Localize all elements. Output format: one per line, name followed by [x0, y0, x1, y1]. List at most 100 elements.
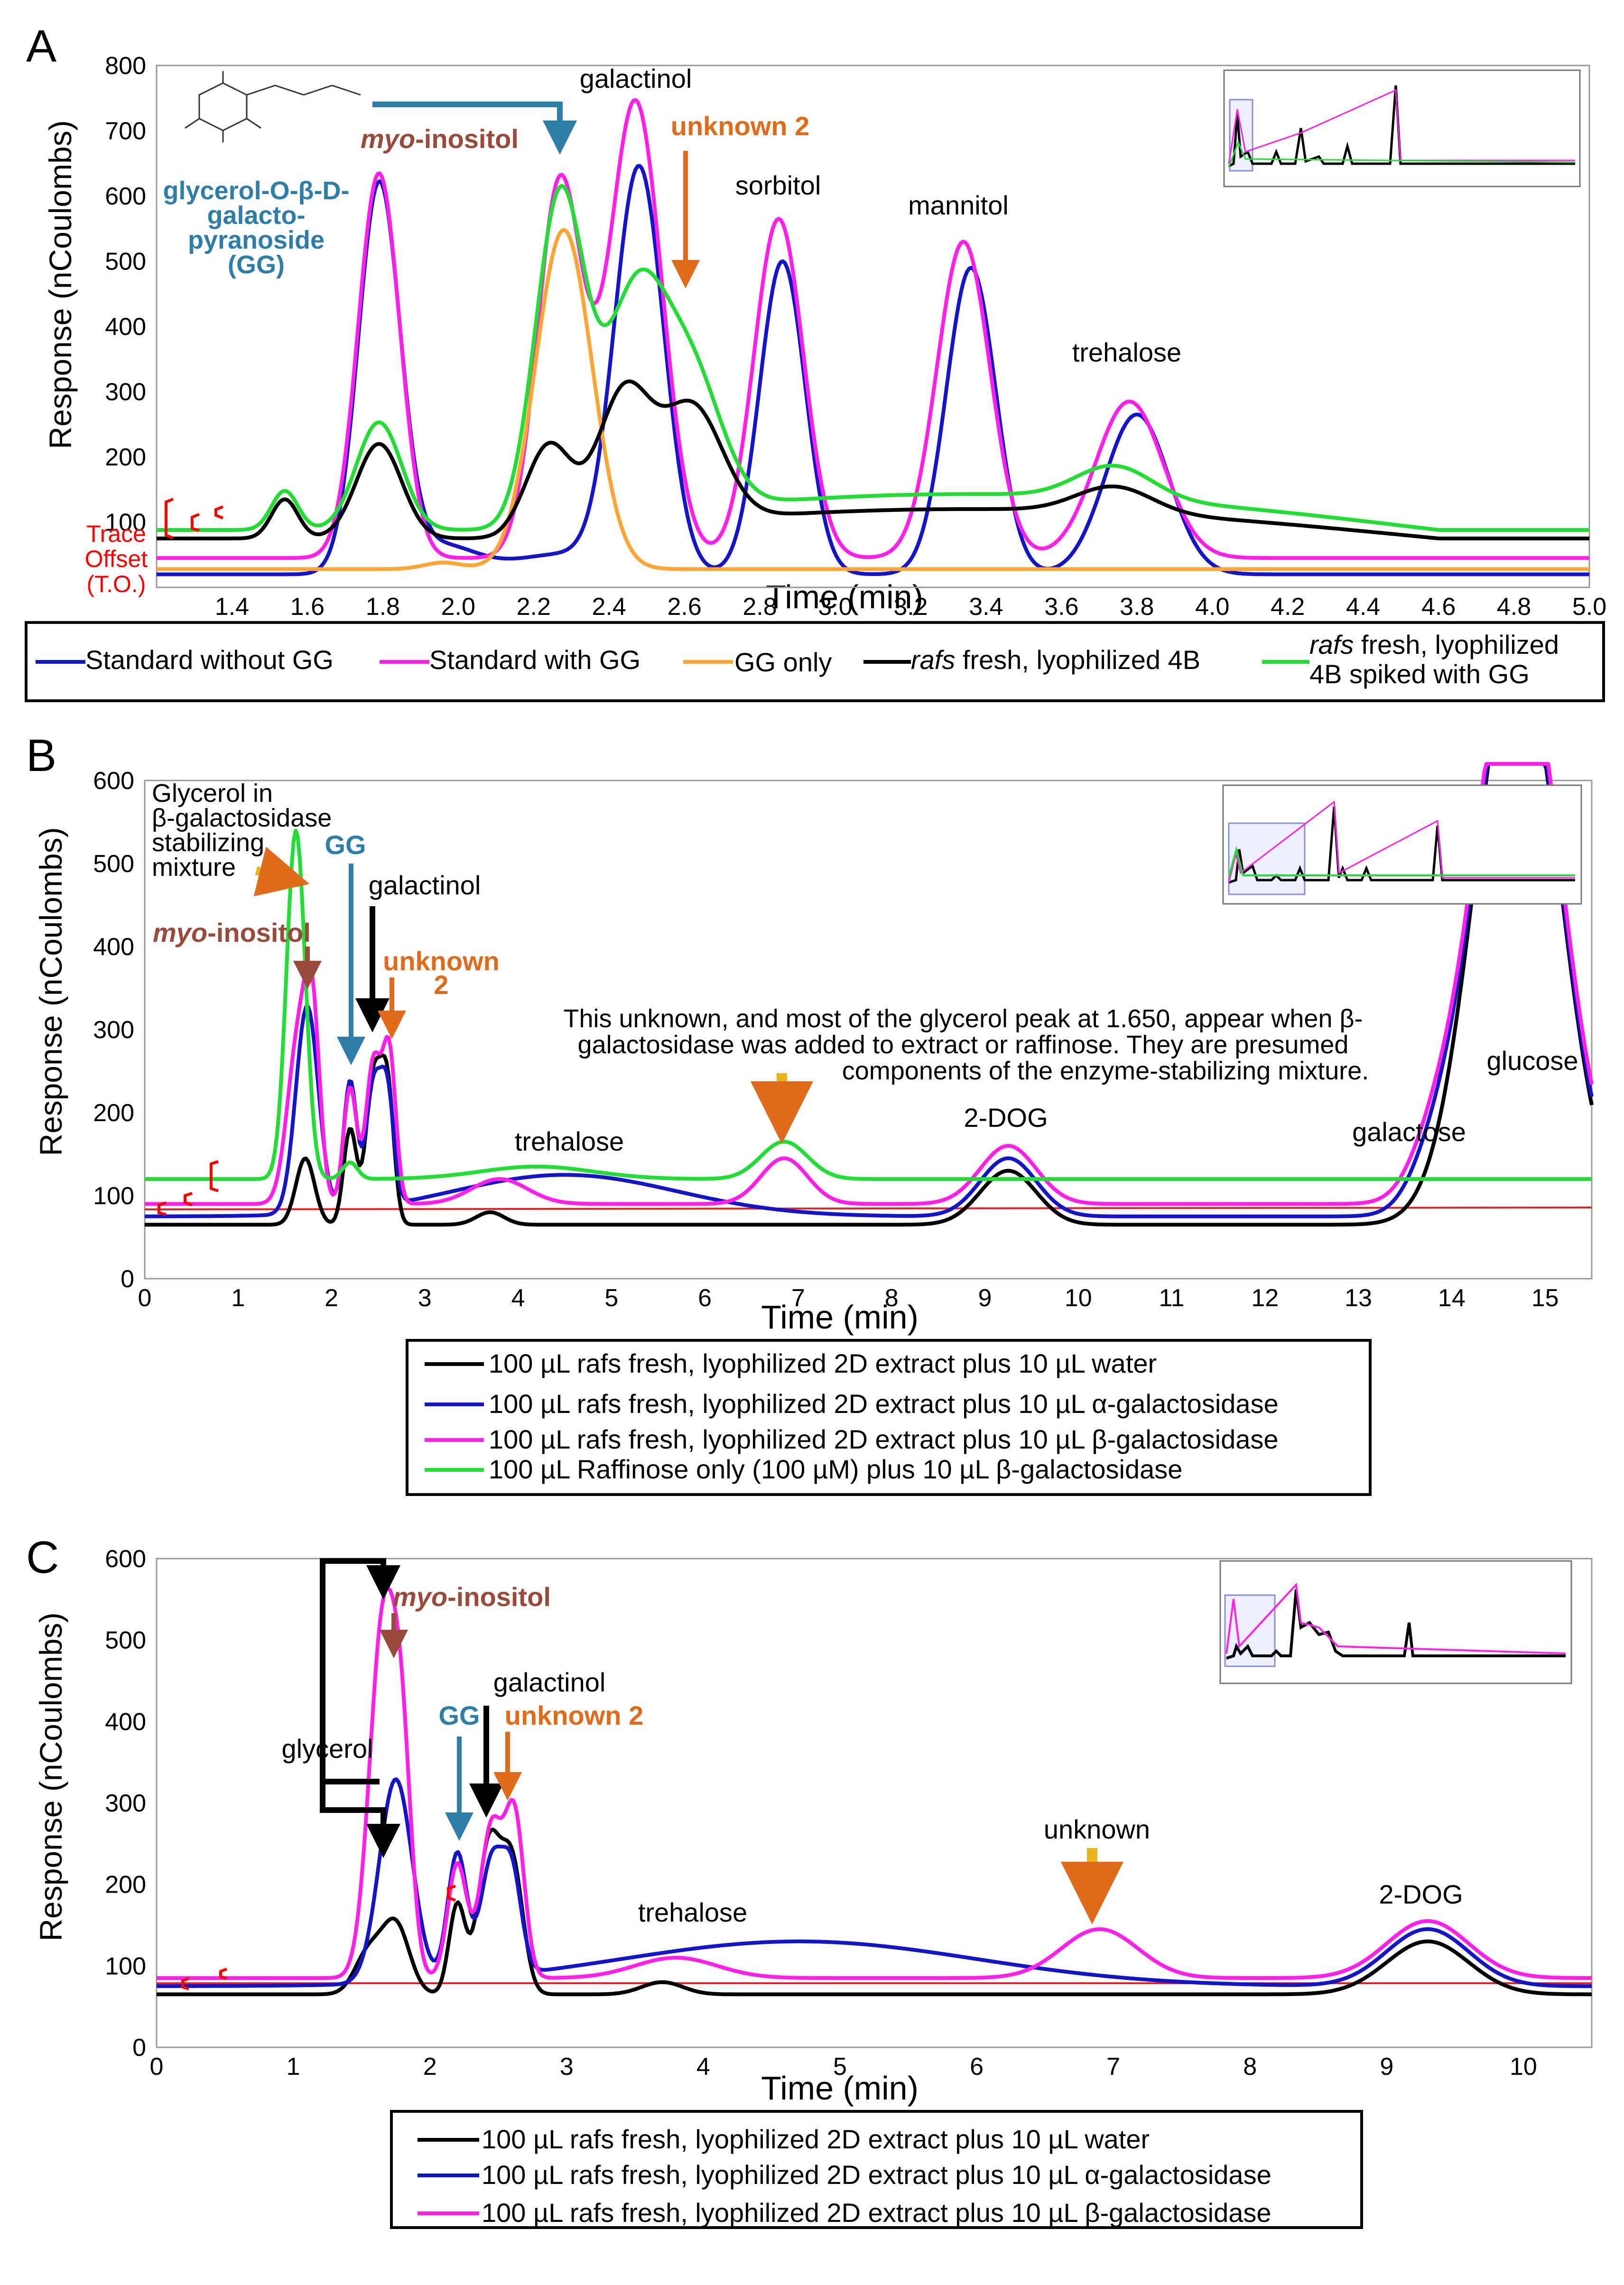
legend-std-no-gg: Standard without GG: [85, 645, 334, 675]
panel-a-offset-brackets: [165, 498, 224, 539]
panel-c-galactinol-label: galactinol: [493, 1667, 606, 1697]
panel-c-legend-alpha: 100 µL rafs fresh, lyophilized 2D extrac…: [482, 2160, 1271, 2190]
series-c-blue: [157, 1777, 1592, 1988]
panel-c-plot-frame: [156, 1558, 1593, 2048]
panel-b-2dog-label: 2-DOG: [964, 1103, 1048, 1133]
panel-b-galactinol-label: galactinol: [369, 870, 481, 900]
y-tick-c-0: 0: [132, 2034, 146, 2062]
gg-label-line-4: (GG): [228, 251, 285, 279]
x-tick-b-6: 6: [698, 1284, 712, 1312]
panel-c-2dog-label: 2-DOG: [1379, 1879, 1463, 1909]
series-b-green: [145, 828, 1592, 1181]
panel-b-ylabel: Response (nCoulombs): [33, 827, 68, 1156]
gg-label-line-1: glycerol-O-β-D-: [163, 176, 350, 205]
series-c-black: [157, 1828, 1592, 1997]
y-tick-c-3: 300: [105, 1790, 146, 1817]
panel-b-letter: B: [26, 730, 56, 781]
panel-a-ylabel: Response (nCoulombs): [43, 120, 78, 449]
glycerol-note-line-1: Glycerol in: [152, 779, 273, 808]
panel-b-legend-beta: 100 µL rafs fresh, lyophilized 2D extrac…: [489, 1424, 1279, 1454]
x-tick-b-5: 5: [604, 1284, 618, 1312]
y-tick-a-0: 100: [105, 509, 146, 537]
panel-a-galactinol-label: galactinol: [580, 64, 692, 93]
x-tick-c-2: 2: [423, 2053, 437, 2081]
panel-c-xlabel: Time (min): [761, 2070, 919, 2107]
x-tick-c-8: 8: [1243, 2053, 1257, 2081]
gg-label: glycerol-O-β-D- galacto- pyranoside (GG): [163, 176, 350, 279]
x-tick-b-3: 3: [418, 1284, 432, 1312]
y-tick-c-1: 100: [105, 1952, 146, 1980]
x-tick-c-0: 0: [150, 2053, 164, 2081]
legend-spiked-line-2: 4B spiked with GG: [1309, 659, 1530, 689]
x-tick-c-5: 5: [833, 2053, 847, 2081]
glucose-label: glucose: [1486, 1046, 1578, 1076]
panel-b-plot-frame: [144, 780, 1593, 1280]
series-a-blue: [157, 164, 1589, 576]
enzyme-note-line-3: components of the enzyme-stabilizing mix…: [842, 1057, 1369, 1085]
x-tick-a-13: 4.0: [1195, 593, 1229, 621]
panel-a-unknown2-label: unknown 2: [671, 111, 809, 141]
x-tick-b-14: 14: [1438, 1284, 1466, 1312]
x-tick-a-15: 4.4: [1346, 593, 1380, 621]
panel-c: C Response (nCoulombs) Time (min) 0 1 2 3 4 5…: [26, 1532, 1593, 2229]
panel-a-series: [157, 98, 1589, 576]
y-tick-b-1: 100: [93, 1182, 134, 1210]
y-tick-b-5: 500: [93, 850, 134, 878]
x-tick-a-9: 3.2: [893, 593, 928, 621]
enzyme-note: This unknown, and most of the glycerol p…: [563, 1004, 1369, 1085]
x-tick-b-0: 0: [138, 1284, 152, 1312]
x-tick-c-1: 1: [287, 2053, 300, 2081]
series-b-black: [145, 762, 1594, 1227]
panel-a: A Response (nCoulombs) Time (min) 1.4 1.6…: [25, 21, 1606, 702]
series-a-magenta: [157, 98, 1589, 560]
panel-b-legend-water: 100 µL rafs fresh, lyophilized 2D extrac…: [489, 1348, 1157, 1378]
x-tick-a-16: 4.6: [1421, 593, 1456, 621]
x-tick-b-9: 9: [978, 1284, 992, 1312]
panel-b-unknown2-line-1: unknown: [383, 946, 500, 976]
y-tick-a-4: 500: [105, 248, 146, 276]
enzyme-note-line-2: galactosidase was added to extract or ra…: [578, 1031, 1349, 1059]
x-tick-a-17: 4.8: [1497, 593, 1531, 621]
panel-a-inset-thumbnail: [1223, 69, 1581, 187]
x-tick-a-4: 2.2: [517, 593, 551, 621]
x-tick-a-14: 4.2: [1271, 593, 1305, 621]
panel-c-trehalose-label: trehalose: [638, 1897, 747, 1927]
x-tick-a-11: 3.6: [1044, 593, 1078, 621]
panel-a-myo-label: myo-inositol: [361, 124, 519, 154]
x-tick-b-8: 8: [885, 1284, 899, 1312]
x-tick-c-4: 4: [696, 2053, 710, 2081]
glycerol-bracket-top: [320, 1558, 400, 1784]
y-tick-c-6: 600: [105, 1545, 146, 1573]
panel-b-myo-label: myo-inositol: [153, 918, 311, 947]
x-tick-a-3: 2.0: [441, 593, 475, 621]
offset-note-line-3: (T.O.): [87, 571, 146, 597]
enzyme-note-line-1: This unknown, and most of the glycerol p…: [563, 1004, 1363, 1033]
panel-c-gg-label: GG: [438, 1700, 480, 1730]
y-tick-c-2: 200: [105, 1871, 146, 1899]
x-tick-c-7: 7: [1106, 2053, 1120, 2081]
series-a-orange: [157, 228, 1589, 571]
x-tick-a-0: 1.4: [215, 593, 249, 621]
x-tick-a-12: 3.8: [1120, 593, 1154, 621]
gg-label-line-3: pyranoside: [188, 226, 325, 254]
legend-std-gg: Standard with GG: [429, 645, 640, 675]
panel-b-legend: 100 µL rafs fresh, lyophilized 2D extrac…: [406, 1339, 1372, 1496]
glycerol-note-line-2: β-galactosidase: [152, 804, 332, 832]
glycerol-arrow: [253, 846, 310, 897]
x-tick-c-3: 3: [560, 2053, 574, 2081]
y-tick-b-6: 600: [93, 767, 134, 795]
y-tick-a-7: 800: [105, 52, 146, 80]
gg-structure-drawing: [185, 71, 361, 142]
x-tick-c-10: 10: [1510, 2053, 1537, 2081]
x-tick-a-5: 2.4: [592, 593, 626, 621]
x-tick-a-8: 3.0: [818, 593, 852, 621]
legend-spiked-line-1: rafs fresh, lyophilized: [1309, 630, 1559, 659]
y-tick-a-3: 400: [105, 313, 146, 341]
panel-b-xlabel: Time (min): [761, 1299, 919, 1336]
panel-b-legend-alpha: 100 µL rafs fresh, lyophilized 2D extrac…: [489, 1389, 1279, 1419]
x-tick-b-4: 4: [511, 1284, 525, 1312]
panel-c-legend: 100 µL rafs fresh, lyophilized 2D extrac…: [390, 2110, 1363, 2229]
legend-rafs-4b: rafs fresh, lyophilized 4B: [911, 645, 1200, 675]
